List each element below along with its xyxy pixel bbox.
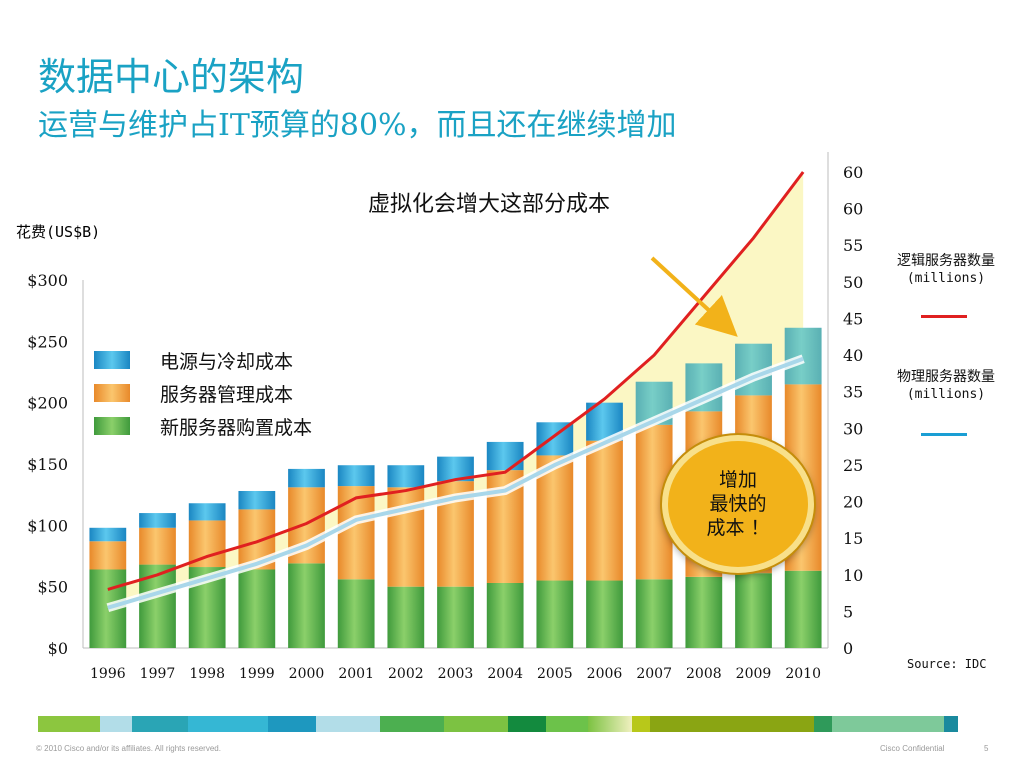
bar-management — [188, 520, 226, 568]
bar-new-server — [89, 569, 127, 648]
y-axis-title: 花费(US$B) — [16, 223, 101, 241]
x-tick-label: 2005 — [537, 666, 573, 682]
y-tick-label: $250 — [27, 332, 68, 351]
y-tick-label: $200 — [27, 394, 68, 413]
y2-tick-label: 40 — [843, 346, 863, 365]
y2-tick-label: 55 — [843, 236, 863, 255]
physical-servers-line — [107, 356, 804, 610]
slide-title: 数据中心的架构 — [38, 55, 305, 99]
y-tick-label: $300 — [27, 271, 68, 290]
bar-new-server — [735, 573, 772, 648]
legend-line-physical — [921, 433, 967, 436]
x-tick-label: 2006 — [587, 666, 623, 682]
x-tick-label: 2009 — [736, 666, 772, 682]
badge-line: 最快的 — [709, 493, 767, 515]
decorative-color-strip — [38, 716, 986, 732]
bar-new-server — [536, 580, 574, 648]
page-number: 5 — [984, 744, 989, 753]
x-tick-label: 1996 — [90, 666, 126, 682]
y2-tick-label: 45 — [843, 309, 863, 328]
legend-logical-label: 逻辑服务器数量 — [897, 253, 995, 269]
y-tick-label: $0 — [48, 639, 68, 658]
bar-new-server — [238, 569, 276, 648]
bar-power-cooling — [188, 503, 226, 521]
bar-new-server — [486, 582, 524, 648]
bar-highlight — [784, 327, 822, 385]
source-note: Source: IDC — [907, 657, 987, 671]
bar-management — [139, 527, 176, 565]
bar-management — [586, 440, 623, 581]
badge-line: 成本 ！ — [706, 517, 770, 539]
x-tick-label: 2007 — [636, 666, 672, 682]
fastest-growing-cost-badge: 增加 最快的 成本 ！ — [662, 435, 814, 573]
bar-management — [337, 486, 375, 580]
legend-line-logical — [921, 315, 967, 318]
y2-tick-label: 60 — [843, 163, 863, 182]
y2-tick-label: 5 — [843, 602, 853, 621]
x-tick-label: 1998 — [189, 666, 225, 682]
bar-power-cooling — [486, 441, 524, 471]
y2-tick-label: 10 — [843, 566, 863, 585]
legend-item-management: 服务器管理成本 — [94, 380, 293, 406]
bar-new-server — [288, 563, 325, 648]
y-tick-label: $50 — [37, 578, 68, 597]
slide-subtitle: 运营与维护占IT预算的80%，而且还在继续增加 — [38, 108, 677, 143]
x-tick-label: 2003 — [438, 666, 474, 682]
legend-physical-servers: 物理服务器数量 (millions) — [870, 369, 1022, 403]
bar-new-server — [586, 580, 623, 648]
annotation-arrow — [650, 256, 738, 337]
virtualization-annotation: 虚拟化会增大这部分成本 — [368, 192, 611, 217]
legend-logical-unit: (millions) — [906, 271, 986, 286]
y-tick-label: $100 — [27, 516, 68, 535]
x-tick-label: 2004 — [487, 666, 523, 682]
legend-swatch-management — [94, 384, 130, 402]
bar-power-cooling — [387, 465, 425, 488]
legend-label: 电源与冷却成本 — [160, 350, 294, 373]
bar-power-cooling — [89, 527, 127, 542]
bar-new-server — [387, 586, 425, 648]
y2-tick-label: 15 — [843, 529, 863, 548]
badge-line: 增加 — [718, 469, 757, 491]
x-tick-label: 2008 — [686, 666, 722, 682]
x-tick-label: 1999 — [239, 666, 275, 682]
y2-tick-label: 35 — [843, 383, 863, 402]
confidential-label: Cisco Confidential — [880, 744, 945, 753]
bar-power-cooling — [238, 490, 276, 510]
bar-new-server — [685, 576, 723, 648]
x-tick-label: 1997 — [140, 666, 176, 682]
bar-power-cooling — [139, 513, 176, 528]
x-tick-label: 2002 — [388, 666, 424, 682]
y2-tick-label: 0 — [843, 639, 853, 658]
bar-management — [89, 541, 127, 570]
bar-power-cooling — [288, 468, 325, 488]
bar-new-server — [784, 570, 822, 648]
legend-label: 新服务器购置成本 — [160, 416, 313, 439]
y2-tick-label: 30 — [843, 419, 863, 438]
legend-physical-unit: (millions) — [906, 387, 986, 402]
y2-tick-label: 25 — [843, 456, 863, 475]
y-tick-label: $150 — [27, 455, 68, 474]
x-tick-label: 2001 — [338, 666, 374, 682]
y2-tick-label: 60 — [843, 200, 863, 219]
copyright: © 2010 Cisco and/or its affiliates. All … — [36, 744, 221, 753]
bar-new-server — [337, 579, 375, 648]
legend-swatch-new-server — [94, 417, 130, 435]
bar-new-server — [437, 586, 474, 648]
x-tick-label: 2010 — [785, 666, 821, 682]
legend-physical-label: 物理服务器数量 — [897, 369, 995, 385]
legend-label: 服务器管理成本 — [160, 383, 294, 406]
legend-swatch-power-cooling — [94, 351, 130, 369]
y2-tick-label: 50 — [843, 273, 863, 292]
logical-servers-line — [107, 171, 805, 591]
legend-logical-servers: 逻辑服务器数量 (millions) — [870, 253, 1022, 287]
y2-tick-label: 20 — [843, 493, 863, 512]
bar-power-cooling — [337, 465, 375, 487]
legend-item-power-cooling: 电源与冷却成本 — [94, 347, 293, 373]
bar-new-server — [635, 579, 673, 648]
legend-item-new-server: 新服务器购置成本 — [94, 413, 312, 439]
x-tick-label: 2000 — [289, 666, 325, 682]
